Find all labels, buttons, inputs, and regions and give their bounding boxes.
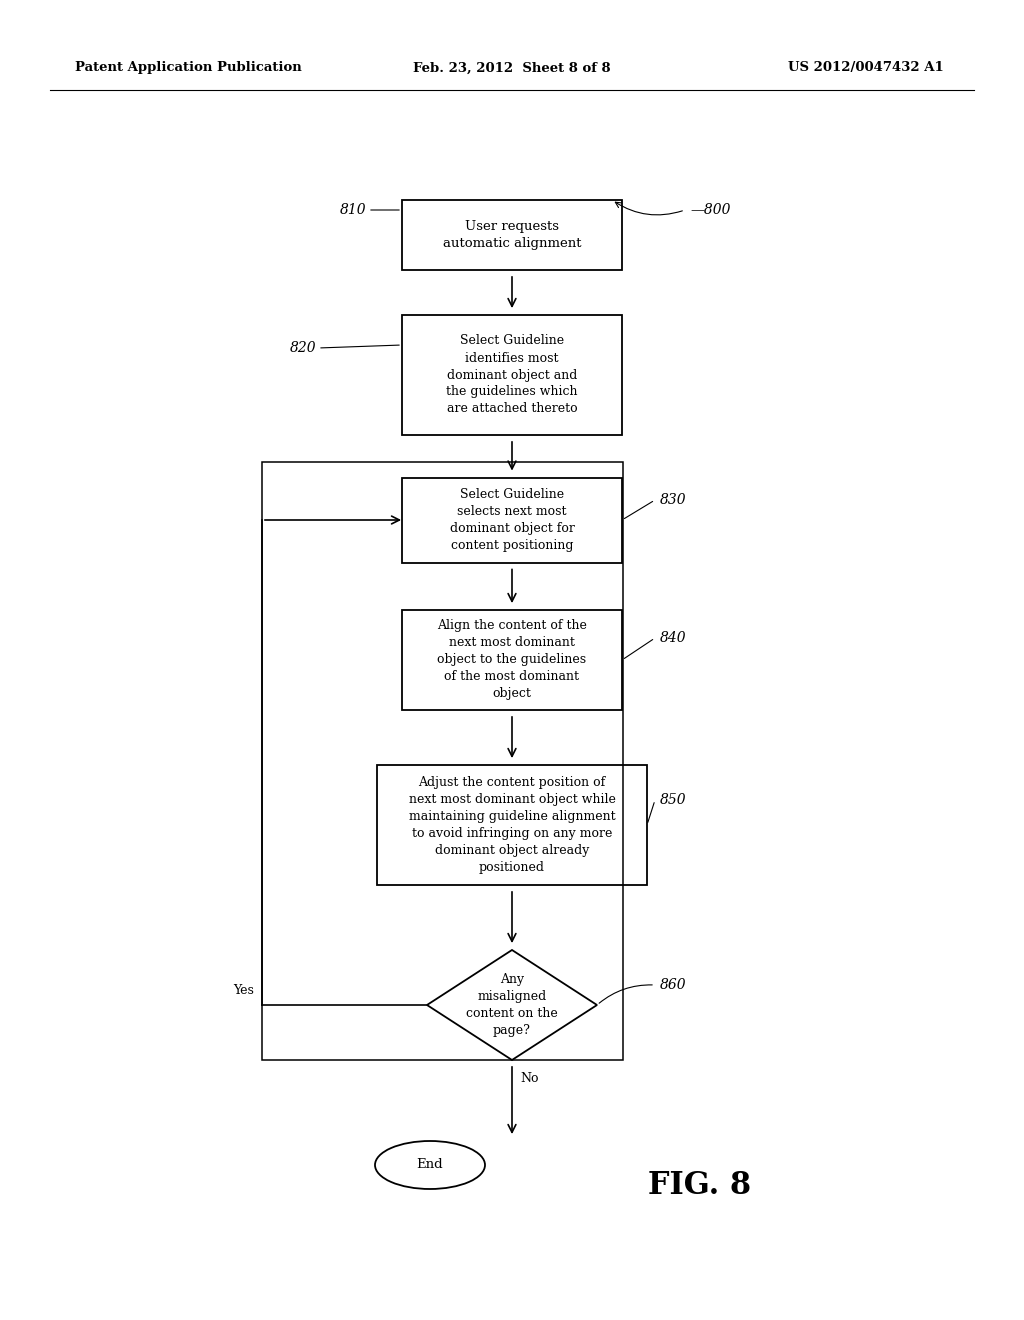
Text: Patent Application Publication: Patent Application Publication <box>75 62 302 74</box>
Text: Align the content of the
next most dominant
object to the guidelines
of the most: Align the content of the next most domin… <box>437 619 587 701</box>
FancyBboxPatch shape <box>377 766 647 884</box>
Text: End: End <box>417 1159 443 1172</box>
Text: 830: 830 <box>660 492 687 507</box>
Bar <box>262 462 623 1060</box>
Text: Select Guideline
selects next most
dominant object for
content positioning: Select Guideline selects next most domin… <box>450 488 574 552</box>
Text: 810: 810 <box>340 203 367 216</box>
Text: Yes: Yes <box>233 983 254 997</box>
Text: US 2012/0047432 A1: US 2012/0047432 A1 <box>788 62 944 74</box>
Text: Any
misaligned
content on the
page?: Any misaligned content on the page? <box>466 973 558 1038</box>
FancyBboxPatch shape <box>402 315 622 436</box>
Text: 860: 860 <box>660 978 687 993</box>
Text: Select Guideline
identifies most
dominant object and
the guidelines which
are at: Select Guideline identifies most dominan… <box>446 334 578 416</box>
Text: FIG. 8: FIG. 8 <box>648 1170 752 1200</box>
Text: Adjust the content position of
next most dominant object while
maintaining guide: Adjust the content position of next most… <box>409 776 615 874</box>
Text: 820: 820 <box>290 341 316 355</box>
Text: No: No <box>520 1072 539 1085</box>
Ellipse shape <box>375 1140 485 1189</box>
Text: —800: —800 <box>690 203 730 216</box>
Text: User requests
automatic alignment: User requests automatic alignment <box>442 220 582 249</box>
Text: Feb. 23, 2012  Sheet 8 of 8: Feb. 23, 2012 Sheet 8 of 8 <box>414 62 610 74</box>
Text: 850: 850 <box>660 793 687 807</box>
FancyBboxPatch shape <box>402 201 622 271</box>
FancyBboxPatch shape <box>402 478 622 562</box>
FancyBboxPatch shape <box>402 610 622 710</box>
Polygon shape <box>427 950 597 1060</box>
Text: 840: 840 <box>660 631 687 645</box>
